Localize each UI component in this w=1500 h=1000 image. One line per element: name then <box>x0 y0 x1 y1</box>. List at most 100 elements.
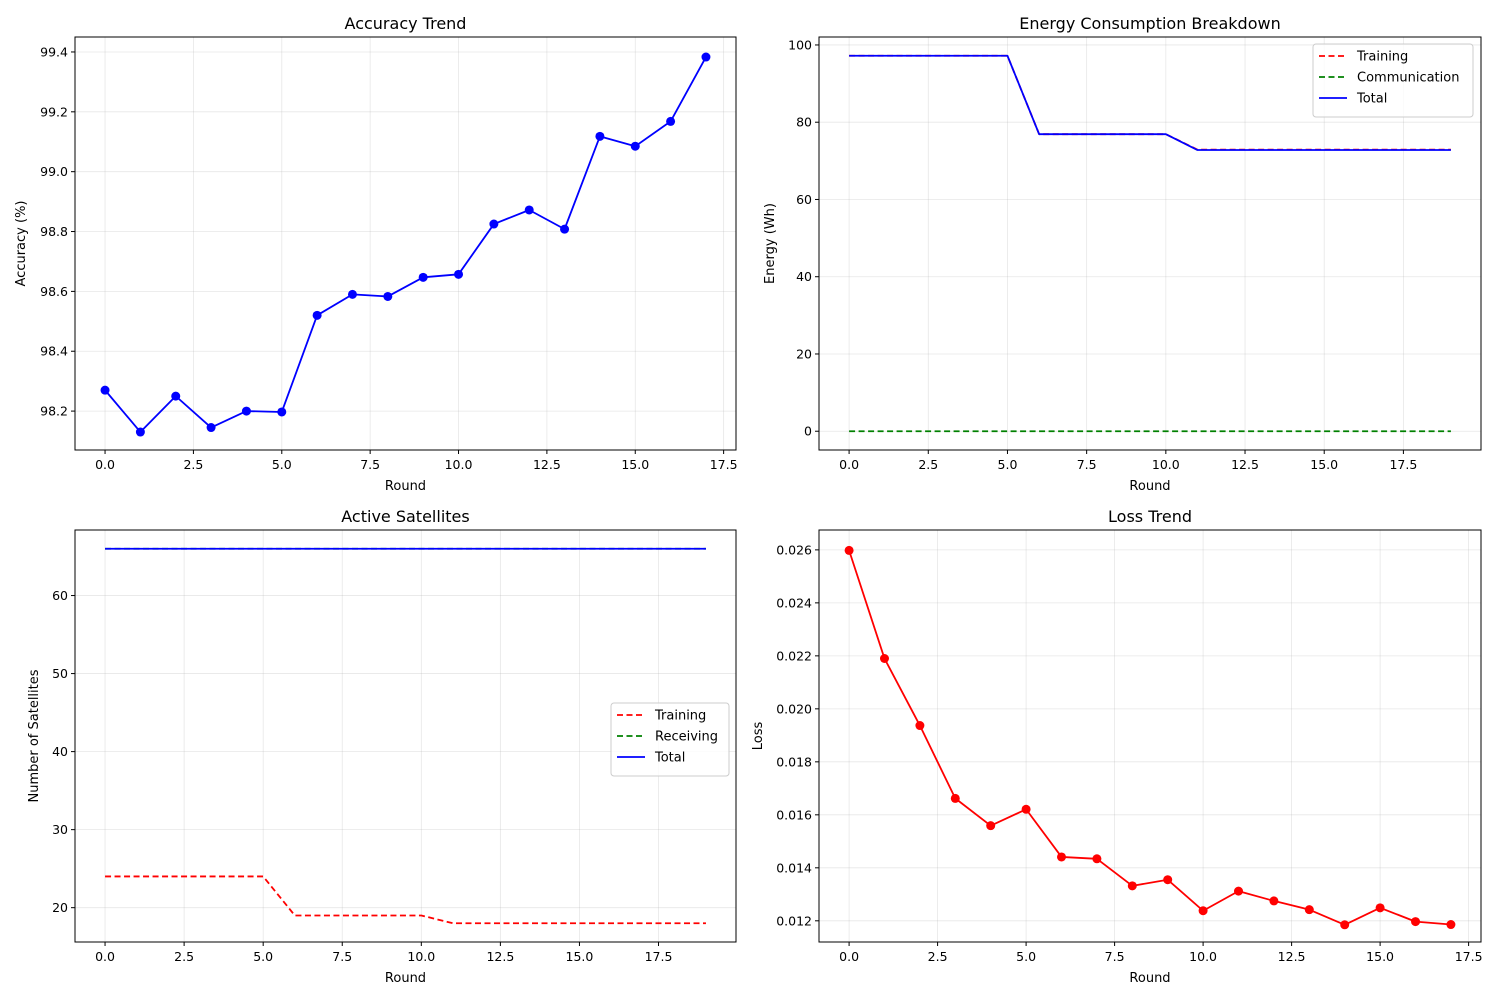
data-point <box>347 289 357 299</box>
x-tick-label: 7.5 <box>360 457 380 472</box>
data-point <box>383 291 393 301</box>
data-point <box>100 385 110 395</box>
x-tick-label: 0.0 <box>839 457 859 472</box>
y-tick-label: 80 <box>796 115 812 130</box>
x-tick-label: 15.0 <box>566 949 594 964</box>
data-point <box>277 407 287 417</box>
data-point <box>454 269 464 279</box>
x-tick-label: 5.0 <box>272 457 292 472</box>
data-point <box>241 406 251 416</box>
x-axis-label: Round <box>1129 479 1170 494</box>
data-point <box>1446 920 1456 930</box>
legend-label: Total <box>654 751 685 766</box>
x-tick-label: 15.0 <box>1310 457 1338 472</box>
data-point <box>1340 920 1350 930</box>
data-point <box>844 545 854 555</box>
chart-title: Accuracy Trend <box>345 14 467 33</box>
legend-label: Total <box>1356 92 1387 107</box>
data-point <box>595 131 605 141</box>
chart-panel-3: 0.0 2.5 5.0 7.5 10.0 12.5 15.0 17.5 20 30 40 50 60 Ac… <box>27 507 737 986</box>
plot-frame <box>818 36 1482 451</box>
chart-panel-2: 0.0 2.5 5.0 7.5 10.0 12.5 15.0 17.5 0 20 40 60 80 100… <box>763 14 1482 494</box>
data-point <box>312 310 322 320</box>
legend-label: Training <box>1356 50 1408 65</box>
x-tick-label: 17.5 <box>645 949 673 964</box>
y-tick-label: 60 <box>796 192 812 207</box>
legend-label: Receiving <box>655 730 718 745</box>
x-tick-label: 0.0 <box>839 949 859 964</box>
data-point <box>701 52 711 62</box>
y-tick-label: 0.016 <box>776 807 812 822</box>
x-axis-label: Round <box>1129 971 1170 986</box>
x-tick-label: 15.0 <box>621 457 649 472</box>
series-line-main <box>848 550 1451 926</box>
legend: Training Receiving Total <box>610 702 730 777</box>
y-tick-label: 0.012 <box>776 913 812 928</box>
data-point <box>1056 852 1066 862</box>
y-axis-label: Accuracy (%) <box>14 201 29 287</box>
y-tick-label: 30 <box>52 822 68 837</box>
y-axis-label: Number of Satellites <box>27 669 42 802</box>
x-tick-label: 7.5 <box>1105 949 1125 964</box>
chart-title: Energy Consumption Breakdown <box>1019 14 1280 33</box>
data-point <box>1269 896 1279 906</box>
y-tick-label: 99.0 <box>40 164 68 179</box>
y-tick-label: 20 <box>796 346 812 361</box>
y-tick-label: 98.4 <box>40 344 68 359</box>
y-tick-label: 60 <box>52 588 68 603</box>
data-point <box>915 721 925 731</box>
series-line-training <box>105 875 706 925</box>
data-point <box>1234 886 1244 896</box>
data-point <box>1375 903 1385 913</box>
x-tick-label: 12.5 <box>1278 949 1306 964</box>
y-tick-label: 99.4 <box>40 44 68 59</box>
y-tick-label: 0.026 <box>776 542 812 557</box>
y-axis-label: Energy (Wh) <box>763 203 778 284</box>
x-tick-label: 10.0 <box>407 949 435 964</box>
chart-title: Loss Trend <box>1108 507 1192 526</box>
y-axis-label: Loss <box>751 722 766 751</box>
data-point <box>666 116 676 126</box>
data-point <box>1092 854 1102 864</box>
y-tick-label: 98.2 <box>40 404 68 419</box>
x-tick-label: 12.5 <box>486 949 514 964</box>
x-tick-label: 7.5 <box>1077 457 1097 472</box>
x-tick-label: 17.5 <box>710 457 738 472</box>
x-tick-label: 5.0 <box>998 457 1018 472</box>
y-tick-label: 0.024 <box>776 595 812 610</box>
data-point <box>135 427 145 437</box>
x-tick-label: 17.5 <box>1455 949 1483 964</box>
x-tick-label: 15.0 <box>1366 949 1394 964</box>
data-point <box>206 423 216 433</box>
x-tick-label: 12.5 <box>533 457 561 472</box>
series-line-main <box>104 56 707 433</box>
plot-frame <box>818 529 1482 943</box>
y-tick-label: 100 <box>788 37 812 52</box>
x-tick-label: 5.0 <box>253 949 273 964</box>
y-tick-label: 50 <box>52 666 68 681</box>
data-point <box>1304 905 1314 915</box>
data-point <box>524 205 534 215</box>
y-tick-label: 98.6 <box>40 284 68 299</box>
x-tick-label: 2.5 <box>918 457 938 472</box>
chart-panel-4: 0.0 2.5 5.0 7.5 10.0 12.5 15.0 17.5 0.012 0.014 0.… <box>751 507 1483 986</box>
y-tick-label: 40 <box>796 269 812 284</box>
data-point <box>1127 881 1137 891</box>
y-tick-label: 0.018 <box>776 754 812 769</box>
y-tick-label: 20 <box>52 900 68 915</box>
x-axis-label: Round <box>385 479 426 494</box>
x-tick-label: 17.5 <box>1389 457 1417 472</box>
legend: Training Communication Total <box>1312 43 1474 118</box>
plot-frame <box>74 36 737 451</box>
data-point <box>1198 906 1208 916</box>
y-tick-label: 0.020 <box>776 701 812 716</box>
y-tick-label: 0.022 <box>776 648 812 663</box>
x-tick-label: 10.0 <box>445 457 473 472</box>
series-line-total <box>849 54 1451 151</box>
x-tick-label: 5.0 <box>1016 949 1036 964</box>
y-tick-label: 40 <box>52 744 68 759</box>
y-tick-label: 99.2 <box>40 104 68 119</box>
x-tick-label: 0.0 <box>95 457 115 472</box>
data-point <box>630 141 640 151</box>
